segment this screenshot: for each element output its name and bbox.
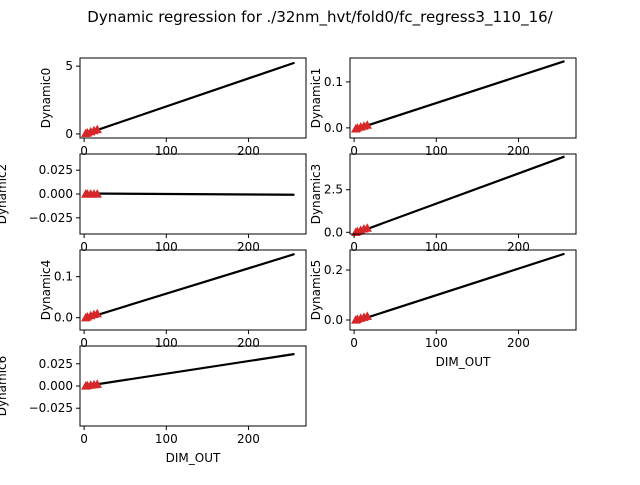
y-tick-label-6-2: 0.025: [39, 357, 73, 371]
y-tick-label-2-0: −0.025: [29, 211, 73, 225]
x-tick-label-6-2: 200: [237, 432, 260, 446]
x-tick-label-3-0: 0: [350, 240, 358, 254]
y-axis-label-0: Dynamic0: [39, 68, 53, 129]
x-tick-label-0-2: 200: [237, 144, 260, 158]
figure-title: Dynamic regression for ./32nm_hvt/fold0/…: [87, 8, 553, 27]
x-tick-label-1-2: 200: [507, 144, 530, 158]
x-axis-label-6: DIM_OUT: [166, 451, 221, 465]
data-marker-0-4: [92, 124, 102, 134]
fit-line-1: [355, 60, 565, 131]
axes-frame-4: [79, 249, 307, 331]
data-marker-1-4: [362, 120, 372, 129]
x-tick-label-3-1: 100: [425, 240, 448, 254]
x-tick-label-1-1: 100: [425, 144, 448, 158]
y-tick-label-6-0: −0.025: [29, 401, 73, 415]
x-tick-label-0-1: 100: [155, 144, 178, 158]
x-tick-label-3-2: 200: [507, 240, 530, 254]
data-marker-4-4: [92, 308, 102, 318]
x-tick-label-2-2: 200: [237, 240, 260, 254]
fit-line-2: [85, 192, 295, 196]
x-tick-label-5-0: 0: [350, 336, 358, 350]
x-tick-label-4-2: 200: [237, 336, 260, 350]
y-tick-label-1-0: 0.0: [324, 121, 343, 135]
y-tick-label-5-0: 0.0: [324, 313, 343, 327]
y-axis-label-5: Dynamic5: [309, 260, 323, 321]
x-tick-label-0-0: 0: [80, 144, 88, 158]
y-axis-label-3: Dynamic3: [309, 164, 323, 225]
subplot-2: 0 100 200 −0.025 0.000 0.025 Dynamic2: [0, 153, 307, 254]
x-tick-label-2-1: 100: [155, 240, 178, 254]
y-tick-label-2-2: 0.025: [39, 163, 73, 177]
y-axis-label-2: Dynamic2: [0, 164, 9, 225]
y-tick-label-0-0: 0: [65, 127, 73, 141]
axes-frame-0: [79, 57, 307, 139]
y-tick-label-5-1: 0.2: [324, 263, 343, 277]
axes-frame-3: [349, 153, 577, 235]
x-tick-label-6-0: 0: [80, 432, 88, 446]
x-tick-label-4-0: 0: [80, 336, 88, 350]
fit-line-5: [355, 252, 565, 323]
y-axis-label-4: Dynamic4: [39, 260, 53, 321]
y-tick-label-1-1: 0.1: [324, 75, 343, 89]
data-marker-6-4: [92, 379, 102, 388]
fit-line-4: [85, 253, 295, 320]
y-tick-label-2-1: 0.000: [39, 187, 73, 201]
subplot-0: 0 100 200 0 5 Dynamic0: [39, 57, 307, 158]
x-axis-label-5: DIM_OUT: [436, 355, 491, 369]
subplot-6: 0 100 200 −0.025 0.000 0.025 Dynamic6 DIM_OUT: [0, 345, 307, 465]
data-marker-2-4: [92, 189, 102, 198]
x-tick-label-2-0: 0: [80, 240, 88, 254]
x-tick-label-5-2: 200: [507, 336, 530, 350]
data-marker-3-4: [362, 223, 372, 232]
y-tick-label-3-1: 2.5: [324, 183, 343, 197]
y-axis-label-6: Dynamic6: [0, 356, 9, 417]
axes-frame-5: [349, 249, 577, 331]
x-tick-label-5-1: 100: [425, 336, 448, 350]
y-tick-label-3-0: 0.0: [324, 225, 343, 239]
fit-line-3: [355, 155, 565, 235]
x-tick-label-4-1: 100: [155, 336, 178, 350]
y-tick-label-4-1: 0.1: [54, 270, 73, 284]
x-tick-label-1-0: 0: [350, 144, 358, 158]
y-tick-label-4-0: 0.0: [54, 311, 73, 325]
y-axis-label-1: Dynamic1: [309, 68, 323, 129]
axes-frame-1: [349, 57, 577, 139]
y-tick-label-0-1: 5: [65, 59, 73, 73]
y-tick-label-6-1: 0.000: [39, 379, 73, 393]
data-marker-5-4: [362, 311, 372, 320]
fit-line-6: [85, 352, 295, 388]
x-tick-label-6-1: 100: [155, 432, 178, 446]
fit-line-0: [85, 61, 295, 135]
